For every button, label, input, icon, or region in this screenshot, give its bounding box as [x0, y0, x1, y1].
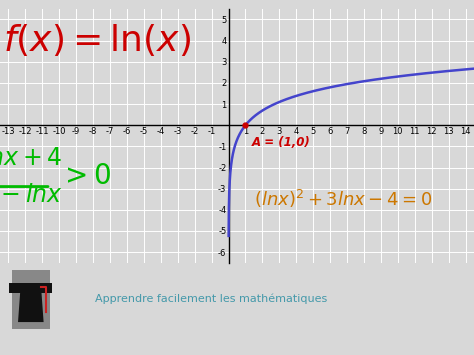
Text: $lnx + 4$: $lnx + 4$: [0, 146, 62, 170]
Text: A = (1,0): A = (1,0): [252, 136, 311, 149]
FancyBboxPatch shape: [11, 269, 50, 329]
Polygon shape: [9, 283, 52, 293]
Polygon shape: [18, 293, 44, 322]
Text: $(lnx)^{2} + 3lnx - 4 = 0$: $(lnx)^{2} + 3lnx - 4 = 0$: [254, 187, 432, 209]
Text: $f(x) = \ln(x)$: $f(x) = \ln(x)$: [3, 22, 191, 58]
Text: Apprendre facilement les mathématiques: Apprendre facilement les mathématiques: [95, 294, 327, 304]
Text: $2 - lnx$: $2 - lnx$: [0, 184, 63, 207]
Text: $> 0$: $> 0$: [59, 163, 111, 190]
